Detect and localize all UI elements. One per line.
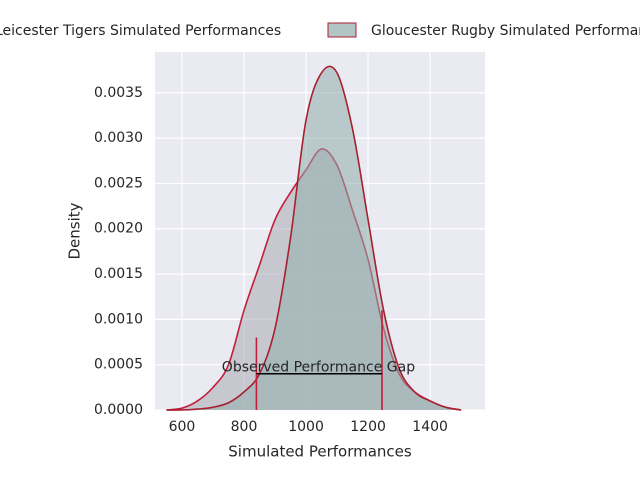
legend-label: Leicester Tigers Simulated Performances <box>0 23 281 39</box>
x-tick-label: 1200 <box>350 419 386 435</box>
legend-swatch <box>327 22 357 38</box>
density-area <box>166 66 462 411</box>
x-tick-label: 600 <box>169 419 196 435</box>
x-tick-label: 1000 <box>288 419 324 435</box>
x-tick-label: 1400 <box>412 419 448 435</box>
y-tick-label: 0.0020 <box>94 221 143 237</box>
y-tick-label: 0.0010 <box>94 311 143 327</box>
x-axis-label: Simulated Performances <box>228 443 412 461</box>
y-tick-label: 0.0030 <box>94 130 143 146</box>
annotation: Observed Performance Gap <box>222 359 415 375</box>
y-tick-label: 0.0000 <box>94 402 143 418</box>
density-line <box>166 65 462 411</box>
y-tick-label: 0.0025 <box>94 175 143 191</box>
y-tick-label: 0.0005 <box>94 357 143 373</box>
x-tick-label: 800 <box>231 419 258 435</box>
legend-label: Gloucester Rugby Simulated Performances <box>371 23 640 39</box>
y-tick-label: 0.0015 <box>94 266 143 282</box>
y-tick-label: 0.0035 <box>94 85 143 101</box>
y-axis-label: Density <box>66 202 84 259</box>
